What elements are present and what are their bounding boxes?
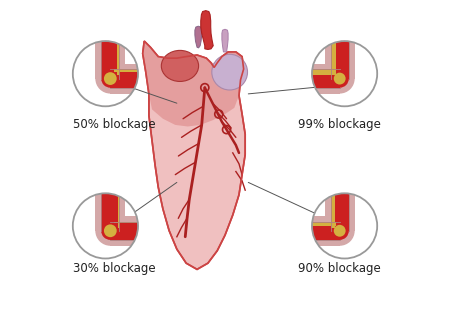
Circle shape [101,222,119,240]
Polygon shape [113,70,138,72]
Polygon shape [195,26,202,48]
Circle shape [95,64,125,94]
Polygon shape [110,70,138,88]
Polygon shape [110,222,138,240]
Ellipse shape [161,51,198,81]
Polygon shape [101,193,119,231]
Circle shape [95,216,125,246]
Polygon shape [117,41,119,75]
Polygon shape [110,216,138,246]
Polygon shape [312,64,340,94]
Polygon shape [113,222,138,223]
Polygon shape [312,70,337,75]
Polygon shape [312,70,340,88]
Circle shape [334,73,346,85]
Circle shape [331,70,349,88]
Polygon shape [325,193,355,231]
Polygon shape [222,29,228,52]
Ellipse shape [212,54,248,90]
Circle shape [73,41,138,106]
Polygon shape [201,11,213,50]
Polygon shape [110,64,138,94]
Circle shape [104,72,117,85]
Circle shape [334,225,346,237]
Polygon shape [118,193,119,227]
Text: 90% blockage: 90% blockage [298,262,381,275]
Polygon shape [325,41,355,79]
Polygon shape [331,193,349,231]
Circle shape [331,222,349,240]
Polygon shape [95,193,125,231]
Text: 50% blockage: 50% blockage [73,119,155,131]
Polygon shape [101,41,119,79]
Circle shape [73,193,138,259]
Polygon shape [331,41,349,79]
Circle shape [325,64,355,94]
Circle shape [325,216,355,246]
Circle shape [312,193,377,259]
Polygon shape [331,41,336,75]
Polygon shape [143,41,245,269]
Polygon shape [331,193,335,227]
Polygon shape [312,216,340,246]
Circle shape [101,70,119,88]
Text: 99% blockage: 99% blockage [298,119,381,131]
Circle shape [312,41,377,106]
Circle shape [104,224,117,237]
Polygon shape [312,222,340,240]
Polygon shape [143,41,243,126]
Text: 30% blockage: 30% blockage [73,262,155,275]
Polygon shape [312,222,337,226]
Polygon shape [95,41,125,79]
